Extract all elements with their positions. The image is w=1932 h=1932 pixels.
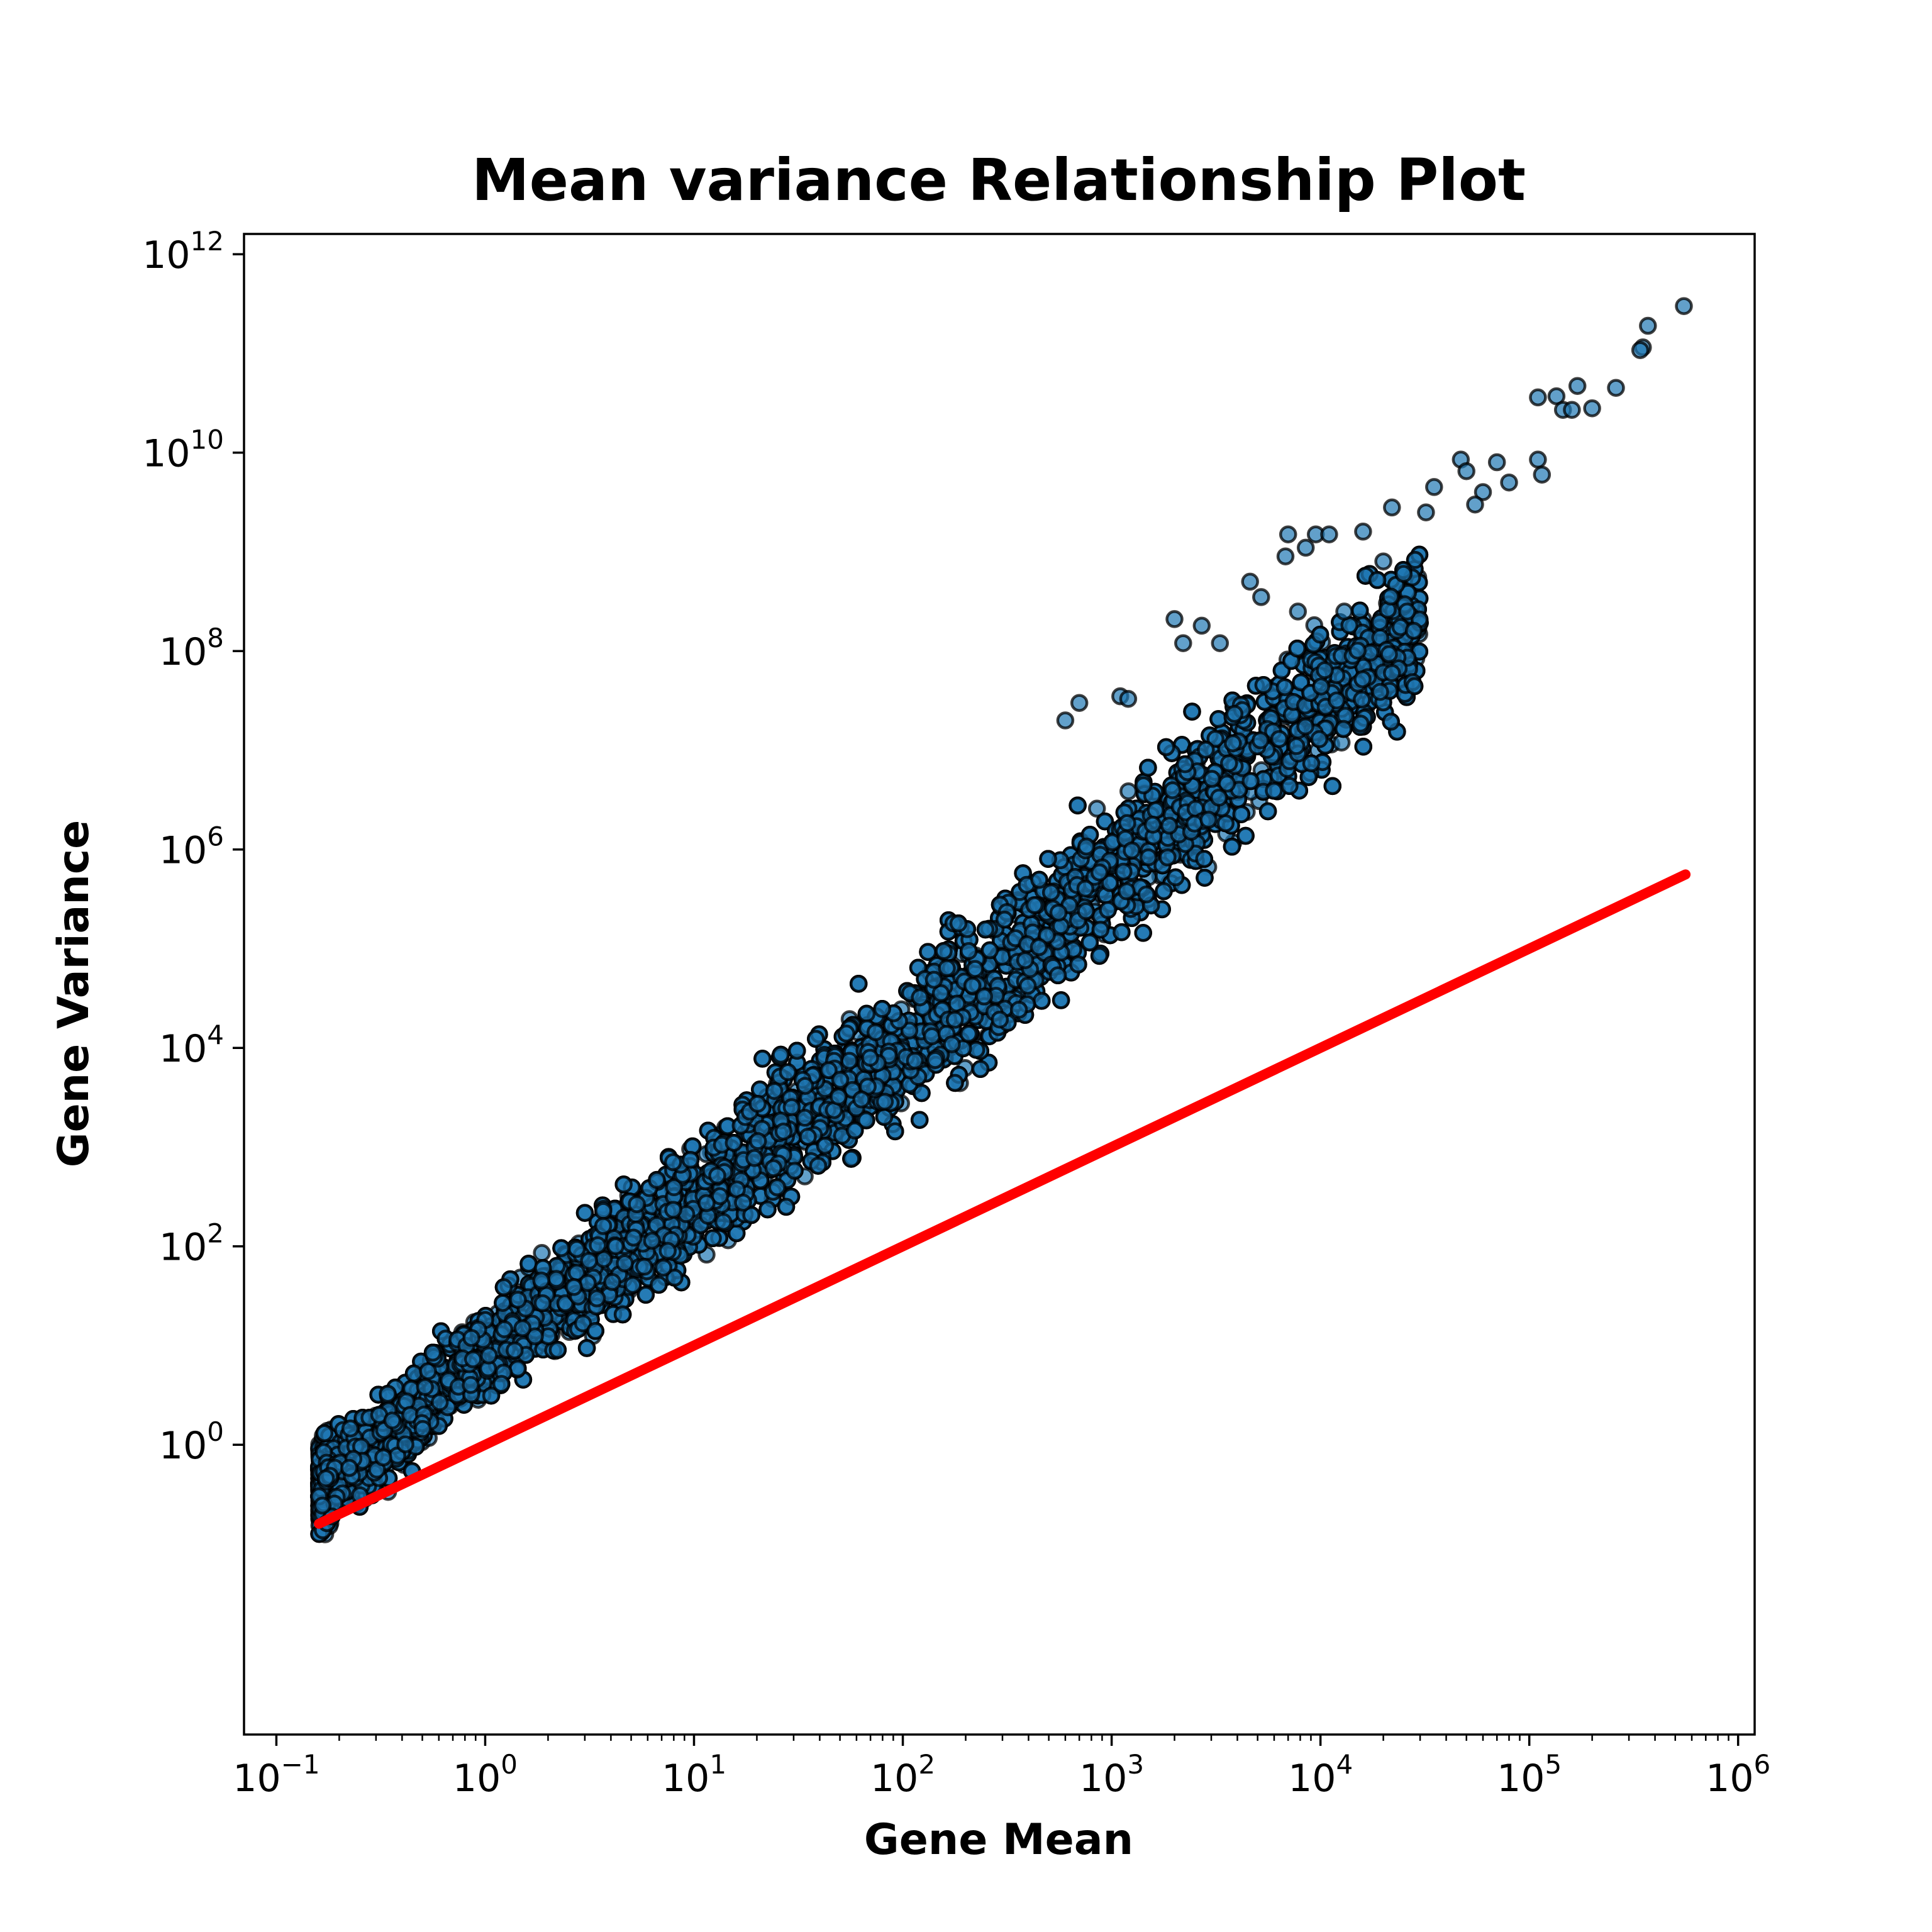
scatter-point [533, 1244, 551, 1262]
y-axis-label: Gene Variance [49, 820, 99, 1168]
scatter-points [309, 297, 1693, 1543]
scatter-point [1087, 799, 1106, 818]
chart-title: Mean variance Relationship Plot [472, 147, 1526, 214]
x-axis-label: Gene Mean [864, 1815, 1133, 1865]
scatter-point [1119, 782, 1138, 801]
